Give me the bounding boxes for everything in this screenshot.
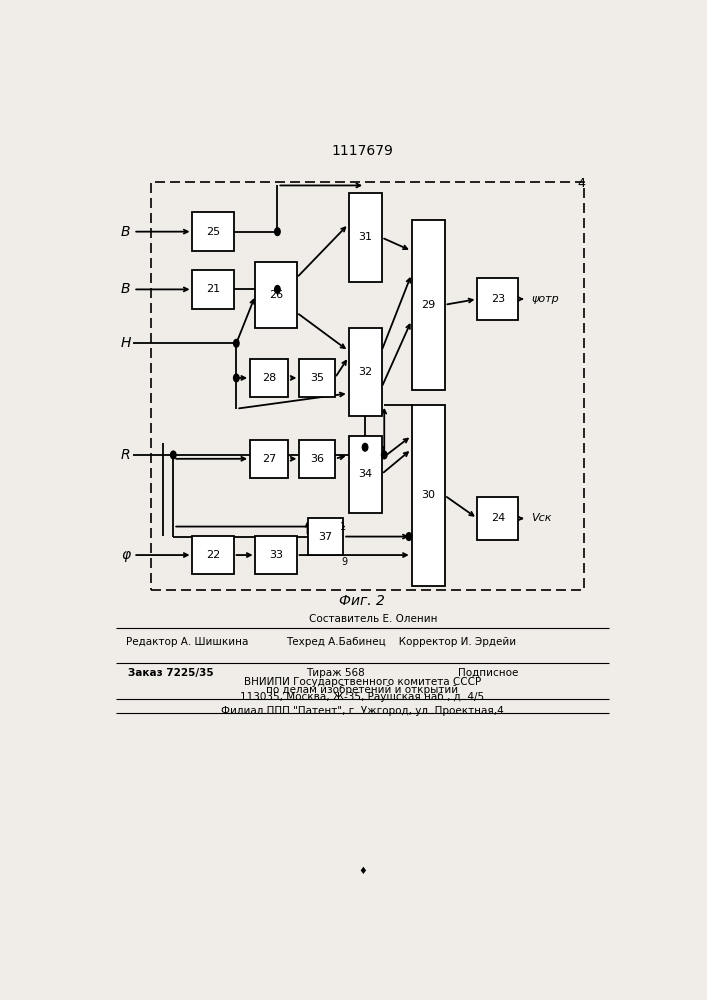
Circle shape bbox=[275, 228, 280, 235]
Text: В: В bbox=[121, 282, 130, 296]
Text: Vск: Vск bbox=[531, 513, 551, 523]
Text: 30: 30 bbox=[421, 490, 435, 500]
Text: B: B bbox=[121, 225, 130, 239]
Circle shape bbox=[275, 286, 280, 293]
Text: 29: 29 bbox=[421, 300, 436, 310]
Text: 37: 37 bbox=[318, 532, 332, 542]
Text: ♦: ♦ bbox=[358, 866, 367, 876]
Text: 35: 35 bbox=[310, 373, 324, 383]
Text: 23: 23 bbox=[491, 294, 505, 304]
Bar bbox=[411, 405, 445, 586]
Circle shape bbox=[233, 374, 239, 382]
Bar bbox=[349, 193, 382, 282]
Text: 33: 33 bbox=[269, 550, 283, 560]
Text: Техред А.Бабинец    Корректор И. Эрдейи: Техред А.Бабинец Корректор И. Эрдейи bbox=[286, 637, 515, 647]
Text: Редактор А. Шишкина: Редактор А. Шишкина bbox=[126, 637, 248, 647]
Text: 4: 4 bbox=[578, 177, 585, 190]
Text: 9: 9 bbox=[341, 557, 348, 567]
Text: ВНИИПИ Государственного комитета СССР: ВНИИПИ Государственного комитета СССР bbox=[244, 677, 481, 687]
Text: 22: 22 bbox=[206, 550, 220, 560]
Circle shape bbox=[170, 451, 176, 459]
Text: 113035, Москва, Ж-35, Раушская наб., д. 4/5: 113035, Москва, Ж-35, Раушская наб., д. … bbox=[240, 692, 484, 702]
Bar bbox=[349, 328, 382, 416]
Circle shape bbox=[233, 339, 239, 347]
Bar bbox=[477, 497, 518, 540]
Bar bbox=[255, 536, 297, 574]
Bar bbox=[411, 220, 445, 389]
Text: Тираж 568: Тираж 568 bbox=[305, 668, 364, 678]
Text: 21: 21 bbox=[206, 284, 220, 294]
Text: 26: 26 bbox=[269, 290, 283, 300]
Bar bbox=[250, 440, 288, 478]
Text: Филиал ППП "Патент", г. Ужгород, ул. Проектная,4: Филиал ППП "Патент", г. Ужгород, ул. Про… bbox=[221, 706, 503, 716]
Bar bbox=[255, 262, 297, 328]
Text: 1117679: 1117679 bbox=[332, 144, 393, 158]
Text: Подписное: Подписное bbox=[458, 668, 518, 678]
Bar bbox=[299, 440, 335, 478]
Text: Составитель Е. Оленин: Составитель Е. Оленин bbox=[309, 614, 438, 624]
Text: 34: 34 bbox=[358, 469, 372, 479]
Bar bbox=[477, 278, 518, 320]
Text: Н: Н bbox=[120, 336, 131, 350]
Text: 36: 36 bbox=[310, 454, 324, 464]
Text: 24: 24 bbox=[491, 513, 505, 523]
Text: по делам изобретений и открытий: по делам изобретений и открытий bbox=[267, 685, 458, 695]
Bar bbox=[151, 182, 584, 590]
Text: Фиг. 2: Фиг. 2 bbox=[339, 594, 385, 608]
Bar bbox=[299, 359, 335, 397]
Text: Заказ 7225/35: Заказ 7225/35 bbox=[128, 668, 214, 678]
Bar bbox=[308, 518, 343, 555]
Text: 28: 28 bbox=[262, 373, 276, 383]
Text: φ: φ bbox=[121, 548, 130, 562]
Bar bbox=[192, 536, 233, 574]
Bar bbox=[192, 270, 233, 309]
Text: 32: 32 bbox=[358, 367, 372, 377]
Bar bbox=[192, 212, 233, 251]
Circle shape bbox=[363, 443, 368, 451]
Text: 25: 25 bbox=[206, 227, 220, 237]
Text: 31: 31 bbox=[358, 232, 372, 242]
Text: 1: 1 bbox=[340, 522, 346, 532]
Text: R: R bbox=[121, 448, 131, 462]
Text: 27: 27 bbox=[262, 454, 276, 464]
Circle shape bbox=[407, 533, 411, 540]
Bar bbox=[349, 436, 382, 513]
Circle shape bbox=[382, 451, 387, 459]
Text: ψотр: ψотр bbox=[531, 294, 559, 304]
Bar bbox=[250, 359, 288, 397]
